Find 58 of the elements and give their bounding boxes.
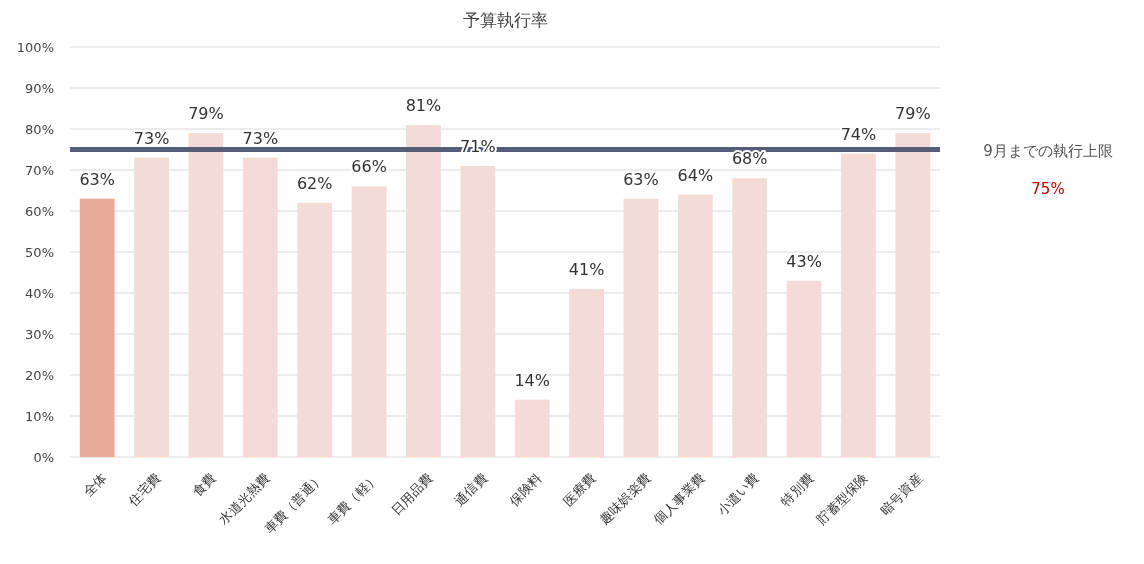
text: 75%: [1031, 179, 1065, 198]
x-tick-label: 趣味娯楽費: [596, 470, 654, 528]
x-tick-label: 保険料: [506, 470, 545, 509]
data-label: 14%: [514, 370, 550, 390]
data-label: 74%: [840, 124, 877, 144]
x-tick-label: 小遣い費: [714, 470, 762, 518]
bar: [297, 202, 333, 457]
data-label: 79%: [188, 104, 224, 124]
bar: [569, 288, 604, 457]
x-tick-label: 通信費: [451, 470, 490, 509]
x-tick-label: 暗号資産: [877, 470, 925, 518]
y-tick-label: 70%: [25, 162, 54, 178]
data-label: 79%: [895, 104, 931, 124]
bar: [841, 153, 876, 457]
data-label: 41%: [568, 259, 605, 279]
bar: [623, 198, 659, 457]
bar: [134, 157, 169, 457]
y-tick-label: 20%: [25, 367, 54, 383]
bar: [242, 157, 278, 457]
bar: [514, 399, 550, 457]
data-label: 63%: [623, 169, 659, 189]
ref-line-label: 9月までの執行上限: [983, 141, 1113, 160]
chart-title: 予算執行率: [462, 10, 548, 30]
y-tick-label: 0%: [33, 449, 54, 465]
bar: [732, 178, 768, 457]
x-tick-label: 日用品費: [388, 470, 436, 518]
bar: [786, 280, 822, 457]
y-tick-label: 90%: [25, 80, 54, 96]
x-tick-label: 食費: [189, 470, 219, 500]
y-tick-label: 10%: [25, 408, 54, 424]
x-tick-label: 住宅費: [124, 470, 164, 510]
x-tick-label: 特別費: [778, 470, 817, 509]
data-label: 66%: [351, 157, 387, 177]
data-label: 73%: [133, 128, 170, 148]
y-tick-label: 40%: [25, 285, 54, 301]
y-tick-label: 80%: [25, 121, 54, 137]
data-label: 63%: [79, 169, 115, 189]
bar: [351, 186, 387, 457]
data-label: 62%: [296, 173, 333, 193]
bar: [79, 198, 115, 457]
data-label: 64%: [677, 165, 714, 185]
y-tick-label: 50%: [25, 244, 54, 260]
data-label: 73%: [242, 128, 279, 148]
bar: [895, 133, 931, 457]
data-label: 81%: [405, 95, 442, 115]
bar: [188, 133, 224, 457]
y-tick-label: 100%: [16, 39, 54, 55]
bar: [460, 165, 496, 457]
y-tick-label: 60%: [25, 203, 54, 219]
y-tick-label: 30%: [25, 326, 54, 342]
x-tick-label: 全体: [80, 470, 110, 500]
bar: [406, 124, 441, 457]
x-tick-label: 医療費: [560, 470, 599, 509]
data-label: 68%: [731, 149, 768, 169]
x-tick-label: 車費（軽）: [324, 470, 382, 528]
data-label: 43%: [786, 251, 822, 271]
data-label: 71%: [460, 136, 496, 156]
bar: [677, 194, 713, 457]
